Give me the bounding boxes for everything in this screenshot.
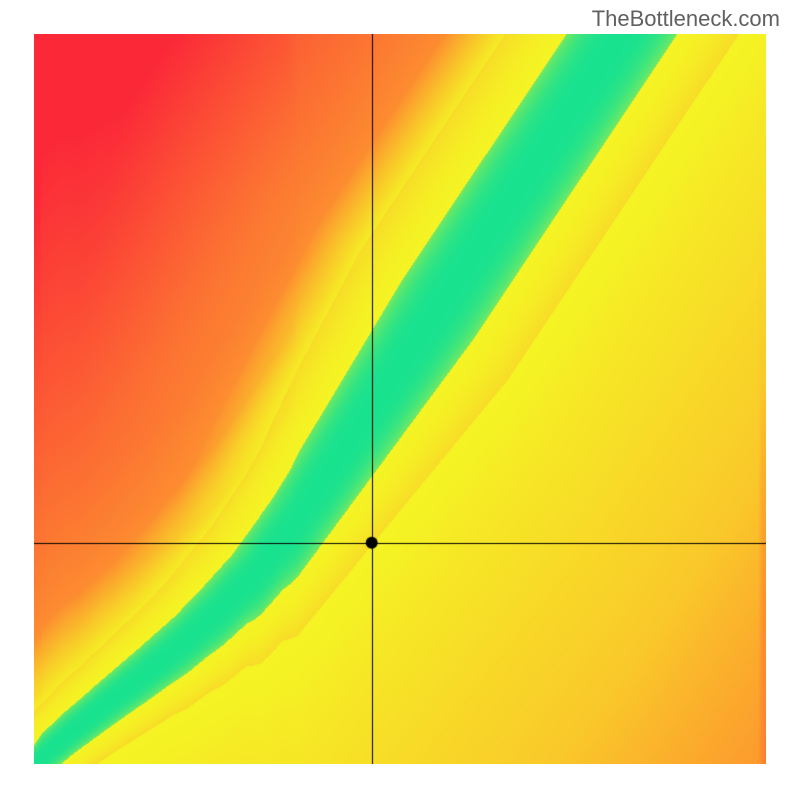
- watermark: TheBottleneck.com: [592, 6, 780, 32]
- heatmap-canvas: [34, 34, 766, 764]
- heatmap-chart: [34, 34, 766, 764]
